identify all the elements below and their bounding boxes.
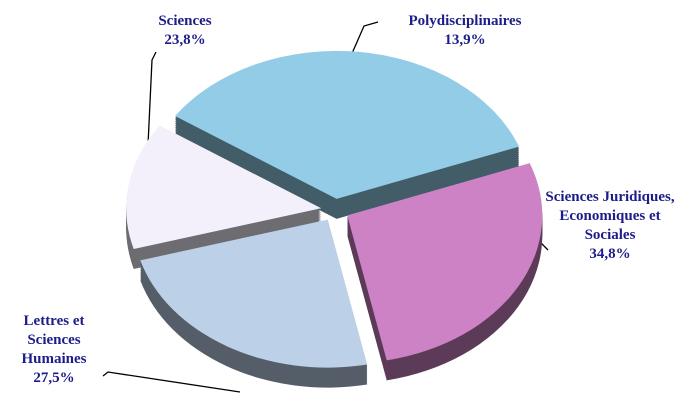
leader-line: [102, 371, 241, 393]
slice: [126, 125, 322, 250]
category-label: Lettres et Sciences Humaines: [21, 313, 87, 367]
slice-label: Lettres et Sciences Humaines 27,5%: [8, 312, 100, 388]
category-label: Sciences: [158, 13, 212, 29]
percent-label: 23,8%: [164, 32, 206, 48]
percent-label: 27,5%: [33, 370, 75, 386]
slice: [347, 163, 543, 361]
pie: [126, 50, 543, 388]
leader-line: [349, 21, 379, 59]
percent-label: 34,8%: [589, 246, 631, 262]
leader-line: [147, 51, 157, 146]
slice-label: Sciences 23,8%: [135, 12, 235, 50]
percent-label: 13,9%: [444, 32, 486, 48]
slice-label: Polydisciplinaires 13,9%: [335, 12, 595, 50]
category-label: Sciences Juridiques, Economiques et Soci…: [545, 189, 675, 243]
slice-label: Sciences Juridiques, Economiques et Soci…: [540, 188, 680, 264]
slice: [175, 50, 520, 199]
slice: [140, 219, 368, 368]
category-label: Polydisciplinaires: [408, 13, 522, 29]
